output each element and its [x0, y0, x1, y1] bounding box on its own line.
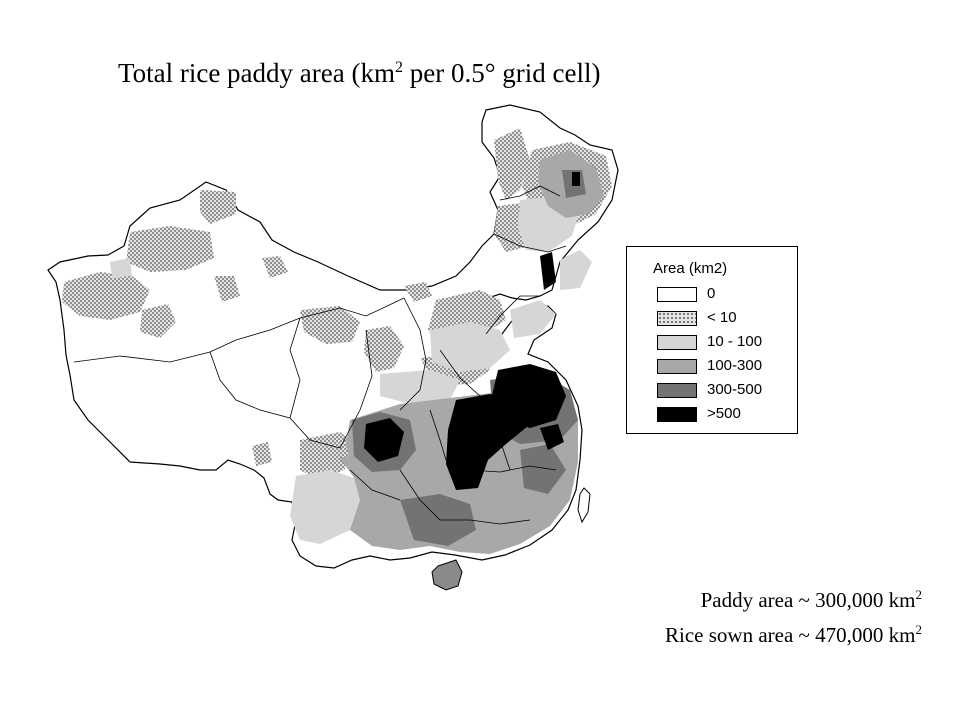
legend-swatch-100-300: [657, 359, 697, 374]
title-superscript: 2: [394, 59, 403, 76]
province-boundaries: [73, 185, 567, 525]
legend-label-0: 0: [707, 285, 716, 302]
taiwan-island: [577, 487, 591, 524]
legend-label-greater-than-500: >500: [707, 405, 741, 422]
map-title: Total rice paddy area (km2 per 0.5° grid…: [118, 58, 600, 89]
sown-area-stat: Rice sown area ~ 470,000 km2: [665, 623, 922, 648]
legend-title: Area (km2): [653, 260, 728, 277]
hainan-island: [431, 559, 463, 591]
paddy-area-text: Paddy area ~ 300,000 km: [700, 588, 916, 612]
legend-label-300-500: 300-500: [707, 381, 763, 398]
sown-area-text: Rice sown area ~ 470,000 km: [665, 623, 916, 647]
paddy-area-superscript: 2: [915, 587, 923, 602]
legend-swatch-greater-than-500: [657, 407, 697, 422]
legend-label-100-300: 100-300: [707, 357, 763, 374]
title-text: Total rice paddy area (km: [118, 58, 395, 88]
map-legend: Area (km2) 0 < 10 10 - 100 100-300 300-5…: [626, 246, 798, 434]
paddy-area-stat: Paddy area ~ 300,000 km2: [701, 588, 922, 613]
zone-greater-than-500: [364, 172, 580, 490]
title-rest: per 0.5° grid cell): [402, 58, 601, 88]
legend-label-10-100: 10 - 100: [707, 333, 763, 350]
legend-swatch-10-100: [657, 335, 697, 350]
legend-label-less-than-10: < 10: [707, 309, 737, 326]
legend-swatch-300-500: [657, 383, 697, 398]
legend-swatch-less-than-10: [657, 311, 697, 326]
legend-swatch-0: [657, 287, 697, 302]
sown-area-superscript: 2: [915, 622, 923, 637]
